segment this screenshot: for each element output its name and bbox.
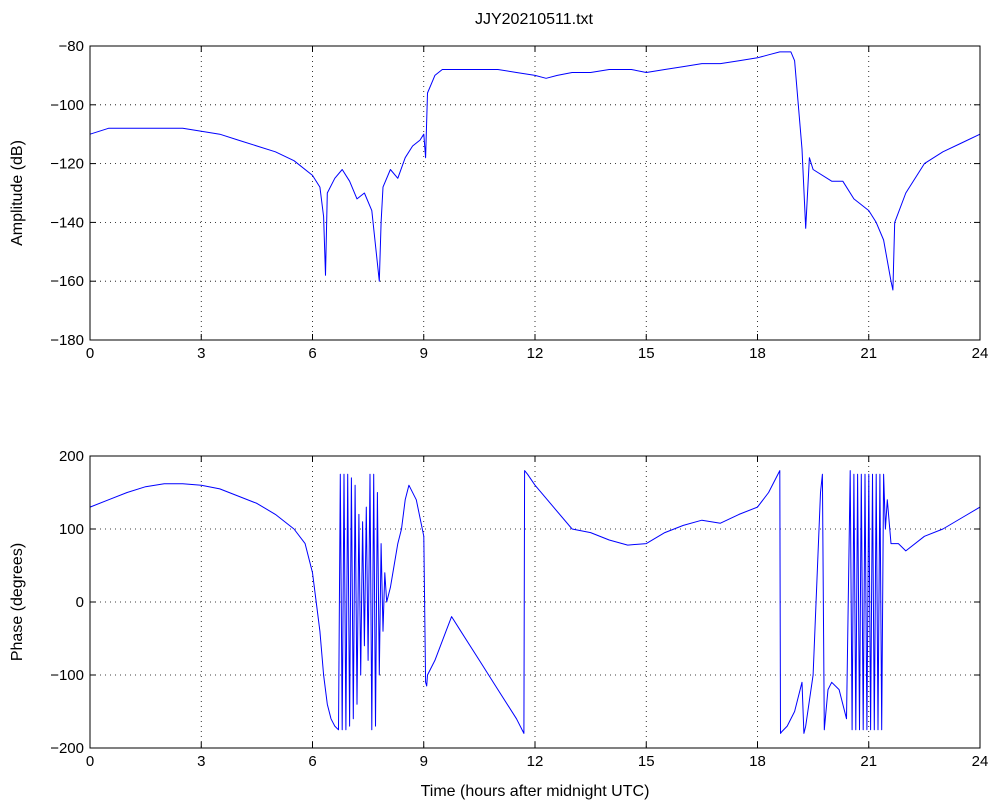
y-axis-label: Amplitude (dB): [9, 140, 26, 246]
chart-title: JJY20210511.txt: [475, 11, 594, 28]
y-tick-label: −100: [50, 667, 84, 684]
x-tick-label: 21: [860, 345, 877, 362]
x-tick-label: 0: [86, 345, 94, 362]
plot-frame: [89, 45, 981, 341]
x-tick-label: 9: [420, 345, 428, 362]
phase-series-line: [89, 470, 981, 734]
x-tick-label: 9: [420, 753, 428, 770]
amplitude-series-line: [89, 51, 981, 291]
x-axis-label: Time (hours after midnight UTC): [421, 783, 650, 800]
y-tick-label: −80: [59, 38, 84, 55]
x-tick-label: 24: [972, 345, 989, 362]
y-tick-label: 100: [59, 521, 84, 538]
x-tick-label: 12: [527, 345, 544, 362]
y-tick-label: −160: [50, 273, 84, 290]
y-tick-label: −140: [50, 214, 84, 231]
x-tick-label: 15: [638, 753, 655, 770]
x-tick-label: 24: [972, 753, 989, 770]
x-tick-label: 6: [308, 345, 316, 362]
x-tick-label: 18: [749, 345, 766, 362]
x-tick-label: 3: [197, 345, 205, 362]
y-tick-label: −100: [50, 97, 84, 114]
y-tick-label: −200: [50, 740, 84, 757]
x-tick-label: 0: [86, 753, 94, 770]
y-tick-label: −180: [50, 332, 84, 349]
y-tick-label: 200: [59, 448, 84, 465]
y-tick-label: 0: [76, 594, 84, 611]
x-tick-label: 21: [860, 753, 877, 770]
x-tick-label: 15: [638, 345, 655, 362]
phase-panel: 0 3 6 9 12 15 18 21 24 200 100 0 −100 −200 Phase (degr…: [9, 448, 988, 800]
x-tick-label: 6: [308, 753, 316, 770]
y-axis-label: Phase (degrees): [9, 543, 26, 661]
amplitude-panel: 0 3 6 9 12 15 18 21 24 −80 −100 −120 −140 −160 −180 Amp…: [9, 38, 988, 362]
y-tick-label: −120: [50, 156, 84, 173]
x-tick-label: 3: [197, 753, 205, 770]
x-tick-label: 12: [527, 753, 544, 770]
x-tick-label: 18: [749, 753, 766, 770]
